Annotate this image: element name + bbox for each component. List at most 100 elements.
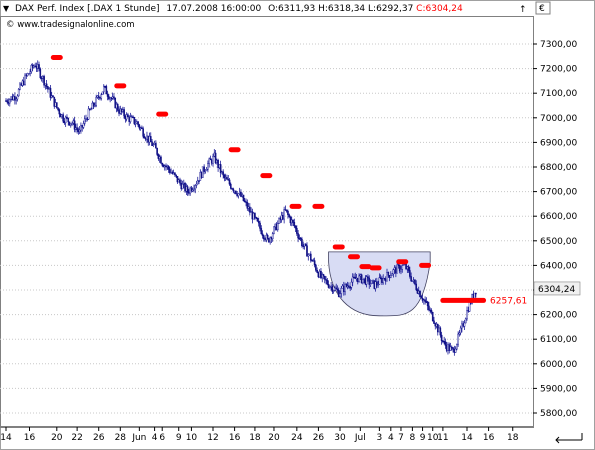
- y-tick-label: 7300,00: [540, 40, 577, 50]
- scroll-up-arrow-icon[interactable]: ↑: [519, 5, 527, 15]
- candle-body: [104, 85, 106, 88]
- candle-body: [224, 177, 227, 179]
- candle-body: [279, 217, 282, 220]
- candle-body: [425, 301, 428, 303]
- y-tick-label: 6000,00: [540, 360, 577, 370]
- candle-body: [438, 327, 440, 333]
- candle-body: [284, 209, 287, 211]
- candle-body: [15, 98, 17, 101]
- candle-body: [111, 96, 114, 99]
- candle-body: [204, 170, 207, 172]
- candle-body: [454, 348, 457, 353]
- x-tick-label: 18: [507, 433, 519, 443]
- candle-body: [442, 340, 444, 342]
- candle-body: [341, 285, 344, 289]
- resistance-mark: [289, 203, 302, 209]
- candle-body: [453, 349, 456, 353]
- chart-datetime: 17.07.2008 16:00:00: [166, 4, 261, 14]
- candle-body: [122, 109, 124, 112]
- x-tick-label: 7: [398, 433, 404, 443]
- candle-body: [102, 85, 105, 93]
- x-tick-label: 30: [334, 433, 346, 443]
- candle-body: [463, 322, 466, 327]
- x-tick-label: 4: [152, 433, 158, 443]
- candle-body: [420, 296, 423, 299]
- candle-body: [226, 177, 228, 180]
- candle-body: [379, 277, 382, 279]
- candle-body: [191, 189, 194, 192]
- candle-body: [26, 73, 29, 76]
- candle-body: [105, 86, 108, 95]
- candle-body: [24, 74, 26, 85]
- candle-body: [331, 285, 334, 292]
- candle-body: [157, 154, 160, 159]
- candle-body: [222, 171, 224, 176]
- candle-body: [170, 172, 172, 174]
- candle-body: [113, 96, 115, 99]
- candle-body: [16, 95, 19, 100]
- candle-body: [6, 100, 9, 103]
- candle-body: [137, 121, 139, 126]
- corner-arrow-icon[interactable]: [555, 433, 583, 444]
- candle-body: [298, 237, 301, 240]
- candle-body: [210, 159, 213, 164]
- candle-body: [19, 83, 21, 90]
- candle-body: [108, 96, 110, 100]
- candle-body: [293, 222, 296, 227]
- candle-body: [163, 165, 166, 168]
- candle-body: [238, 191, 241, 194]
- candle-body: [444, 341, 447, 346]
- candle-body: [433, 320, 435, 324]
- candle-body: [219, 164, 222, 174]
- candle-body: [345, 284, 348, 287]
- x-tick-label: 26: [313, 433, 325, 443]
- candle-body: [411, 280, 414, 282]
- candle-body: [48, 87, 50, 90]
- candle-body: [282, 215, 284, 220]
- candle-body: [400, 269, 402, 272]
- candle-body: [437, 324, 439, 333]
- candle-body: [36, 64, 39, 69]
- candle-body: [85, 118, 87, 120]
- candle-body: [214, 152, 217, 164]
- candle-body: [245, 201, 247, 203]
- candle-body: [114, 98, 117, 109]
- candle-body: [430, 310, 433, 313]
- candle-body: [169, 169, 171, 173]
- candle-body: [83, 118, 86, 124]
- candle-body: [395, 267, 397, 274]
- candle-body: [203, 166, 205, 172]
- candle-body: [181, 183, 184, 190]
- resistance-mark: [228, 147, 241, 153]
- menu-down-triangle-icon[interactable]: ▼: [3, 4, 10, 13]
- x-tick-label: 26: [93, 433, 105, 443]
- candle-body: [396, 264, 398, 274]
- candle-body: [57, 107, 59, 110]
- candle-body: [223, 174, 226, 178]
- y-tick-label: 6100,00: [540, 335, 577, 345]
- candle-body: [426, 301, 429, 307]
- candle-body: [205, 169, 208, 171]
- candle-body: [429, 309, 431, 312]
- candle-body: [58, 109, 61, 115]
- candle-body: [464, 318, 467, 324]
- x-axis-ticks: 14 16 20 22 26 28 Jun 4 6 9 10 12 16 18 20 24 26 30 Jul 3 4 7…: [0, 427, 519, 443]
- candle-body: [12, 96, 15, 101]
- candle-body: [43, 76, 45, 86]
- candle-body: [136, 121, 138, 124]
- candle-body: [290, 219, 293, 224]
- candle-body: [369, 283, 372, 285]
- candle-body: [383, 277, 386, 280]
- candle-body: [141, 127, 143, 129]
- x-tick-label: 16: [24, 433, 36, 443]
- candle-body: [312, 260, 315, 262]
- x-tick-label: 14: [461, 433, 473, 443]
- candle-body: [269, 237, 271, 243]
- x-tick-label: 20: [51, 433, 63, 443]
- candle-body: [119, 108, 122, 114]
- candle-body: [186, 186, 189, 193]
- x-tick-label: 28: [115, 433, 127, 443]
- resistance-mark: [396, 259, 409, 265]
- candle-body: [44, 83, 47, 86]
- close-value: C:6304,24: [416, 4, 463, 14]
